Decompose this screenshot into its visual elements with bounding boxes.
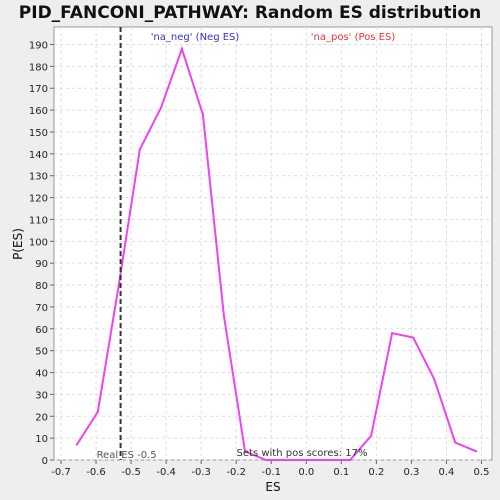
plot-area <box>53 26 493 461</box>
es-data-point <box>159 106 162 109</box>
x-tick-label: 0.1 <box>333 467 349 478</box>
y-tick-label: 170 <box>29 84 48 95</box>
es-data-point <box>286 459 289 461</box>
y-tick-label: 20 <box>35 412 48 423</box>
es-data-point <box>96 410 99 413</box>
neg-es-legend-label: 'na_neg' (Neg ES) <box>151 32 240 43</box>
es-data-point <box>412 336 415 339</box>
y-tick-label: 100 <box>29 237 48 248</box>
y-tick-label: 130 <box>29 172 48 183</box>
x-tick-label: -0.3 <box>191 467 211 478</box>
y-tick-label: 90 <box>35 259 48 270</box>
es-data-point <box>201 113 204 116</box>
es-data-point <box>222 314 225 317</box>
es-data-point <box>117 284 120 287</box>
x-tick-label: -0.6 <box>86 467 106 478</box>
x-tick-label: 0.4 <box>438 467 454 478</box>
x-axis-label: ES <box>265 480 280 494</box>
y-tick-label: 70 <box>35 303 48 314</box>
x-tick-label: -0.7 <box>51 467 71 478</box>
series-lines <box>75 45 478 461</box>
y-tick-label: 180 <box>29 62 48 73</box>
y-tick-label: 140 <box>29 150 48 161</box>
es-data-point <box>475 450 478 453</box>
x-tick-label: 0.2 <box>368 467 384 478</box>
y-tick-label: 110 <box>29 215 48 226</box>
y-tick-label: 190 <box>29 40 48 51</box>
real-es-label: Real ES -0.5 <box>97 450 157 461</box>
es-data-point <box>180 47 183 50</box>
grid-lines <box>54 27 492 461</box>
es-data-point <box>433 378 436 381</box>
es-distribution-line <box>75 45 477 461</box>
es-data-point <box>243 450 246 453</box>
y-tick-label: 160 <box>29 106 48 117</box>
x-tick-label: 0.0 <box>298 467 314 478</box>
x-tick-label: -0.1 <box>261 467 281 478</box>
y-tick-label: 80 <box>35 281 48 292</box>
pos-scores-label: Sets with pos scores: 17% <box>237 448 368 459</box>
x-tick-label: 0.5 <box>474 467 490 478</box>
pos-es-legend-label: 'na_pos' (Pos ES) <box>311 32 396 43</box>
axis-ticks: 0 10 20 30 40 50 60 70 80 90 100 110 120 130 140 150 160… <box>29 40 490 478</box>
y-tick-label: 120 <box>29 194 48 205</box>
es-data-point <box>391 332 394 335</box>
x-tick-label: 0.3 <box>403 467 419 478</box>
y-tick-label: 60 <box>35 325 48 336</box>
x-tick-label: -0.2 <box>226 467 246 478</box>
y-tick-label: 50 <box>35 347 48 358</box>
x-tick-label: -0.4 <box>156 467 176 478</box>
y-tick-label: 10 <box>35 434 48 445</box>
es-data-point <box>454 441 457 444</box>
es-data-point <box>138 148 141 151</box>
es-data-point <box>307 459 310 461</box>
es-data-point <box>349 459 352 461</box>
es-data-point <box>328 459 331 461</box>
y-tick-label: 30 <box>35 390 48 401</box>
y-axis-label: P(ES) <box>11 228 25 260</box>
y-tick-label: 0 <box>42 456 48 467</box>
y-tick-label: 40 <box>35 369 48 380</box>
y-tick-label: 150 <box>29 128 48 139</box>
chart-title: PID_FANCONI_PATHWAY: Random ES distribut… <box>19 3 481 23</box>
es-data-point <box>75 443 78 446</box>
x-tick-label: -0.5 <box>121 467 141 478</box>
es-data-point <box>264 459 267 461</box>
es-data-point <box>370 434 373 437</box>
